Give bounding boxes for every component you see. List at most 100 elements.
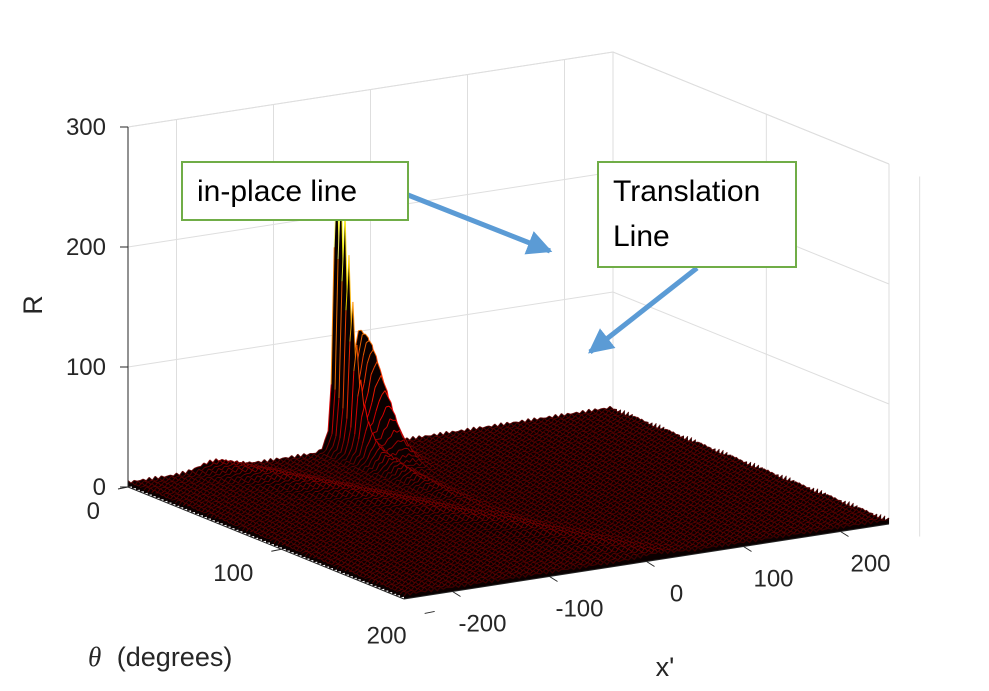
surface-mesh-line [135, 484, 140, 487]
surface-mesh-line [602, 411, 607, 415]
surface-mesh-line [495, 434, 500, 438]
surface-mesh-line [511, 439, 515, 442]
surface-mesh-line [177, 497, 181, 501]
surface-mesh-line [612, 427, 617, 431]
surface-mesh [127, 167, 890, 599]
surface-mesh-line [251, 480, 256, 485]
surface-mesh-line [199, 471, 203, 476]
surface-mesh-line [549, 469, 554, 471]
surface-mesh-line [342, 469, 347, 473]
surface-mesh-line [285, 456, 289, 459]
surface-mesh-line [315, 449, 320, 454]
surface-mesh-line [468, 438, 473, 443]
surface-mesh-line [433, 454, 438, 459]
surface-mesh-line [460, 492, 464, 495]
surface-mesh-line [428, 449, 432, 453]
surface-mesh-line [195, 480, 200, 484]
surface-mesh-line [131, 481, 136, 486]
surface-mesh-line [204, 485, 209, 490]
surface-mesh-line [283, 466, 288, 470]
surface-mesh-line [466, 434, 471, 438]
surface-mesh-line [487, 429, 491, 433]
surface-mesh-line [616, 420, 620, 423]
surface-mesh-line [377, 375, 382, 382]
surface-mesh-line [540, 431, 544, 436]
surface-mesh-line [579, 432, 584, 437]
surface-mesh-line [200, 482, 204, 485]
surface-mesh-line [476, 449, 480, 451]
surface-mesh-line [472, 431, 476, 435]
surface-mesh-line [422, 450, 426, 454]
surface-mesh-line [332, 468, 337, 472]
surface-mesh-line [184, 492, 188, 495]
surface-mesh-line [186, 488, 191, 493]
surface-mesh-line [327, 462, 331, 467]
surface-mesh-line [308, 456, 312, 460]
surface-mesh-line [466, 442, 471, 444]
surface-mesh-line [546, 415, 550, 419]
surface-mesh-line [452, 482, 456, 484]
surface-mesh-line [221, 480, 226, 485]
surface-mesh-line [372, 432, 377, 441]
surface-mesh-line [432, 443, 437, 448]
surface-mesh-line [527, 438, 531, 441]
surface-mesh-line [363, 446, 368, 458]
surface-mesh-line [366, 440, 371, 448]
surface-mesh-line [478, 439, 483, 443]
surface-mesh-line [387, 492, 391, 495]
surface-mesh-line [204, 493, 208, 496]
surface-mesh-line [334, 453, 339, 460]
surface-mesh-line [483, 427, 487, 431]
surface-mesh-line [568, 423, 573, 426]
surface-mesh-line [251, 466, 256, 471]
surface-mesh-line [595, 409, 600, 415]
surface-mesh-line [591, 431, 595, 433]
surface-mesh-line [530, 430, 534, 435]
surface-mesh-line [307, 454, 312, 459]
surface-mesh-line [638, 418, 642, 423]
surface-mesh-line [525, 436, 530, 440]
surface-mesh-line [453, 441, 458, 444]
surface-mesh-line [585, 416, 589, 420]
surface-mesh-line [543, 417, 548, 422]
surface-mesh-line [570, 418, 574, 422]
surface-mesh-line [223, 473, 227, 477]
surface-mesh-line [206, 473, 210, 476]
surface-mesh-line [333, 461, 337, 466]
surface-mesh-line [329, 446, 334, 451]
surface-mesh-line [540, 425, 545, 429]
surface-mesh-line [544, 427, 549, 430]
surface-mesh-line [180, 489, 185, 494]
surface-mesh-line [593, 427, 598, 432]
surface-mesh-line [350, 371, 355, 428]
surface-mesh-line [434, 448, 438, 452]
surface-mesh-line [304, 462, 308, 466]
surface-mesh-line [219, 483, 224, 487]
surface-mesh-line [602, 417, 606, 421]
surface-mesh-line [455, 445, 460, 449]
surface-mesh-line [308, 465, 313, 469]
surface-mesh-line [294, 491, 299, 493]
surface-mesh-line [373, 440, 378, 448]
surface-mesh-line [219, 470, 223, 476]
surface-mesh-line [229, 484, 234, 487]
surface-mesh-line [410, 445, 414, 448]
surface-mesh-line [240, 474, 244, 478]
surface-mesh-line [360, 457, 364, 461]
surface-mesh-line [620, 423, 625, 428]
surface-mesh-line [351, 465, 355, 468]
surface-mesh-line [370, 446, 374, 452]
surface-mesh-line [485, 447, 489, 451]
surface-mesh-line [548, 436, 553, 442]
surface-mesh-line [157, 488, 162, 493]
surface-mesh-line [433, 453, 437, 456]
surface-mesh-line [234, 476, 238, 482]
surface-mesh-line [590, 429, 595, 432]
surface-mesh-line [221, 465, 226, 471]
surface-mesh-line [164, 476, 169, 481]
surface-mesh-line [318, 465, 323, 470]
surface-mesh-line [601, 415, 605, 420]
surface-mesh-line [290, 459, 294, 464]
surface-mesh-line [481, 431, 485, 433]
surface-mesh-line [157, 482, 162, 486]
